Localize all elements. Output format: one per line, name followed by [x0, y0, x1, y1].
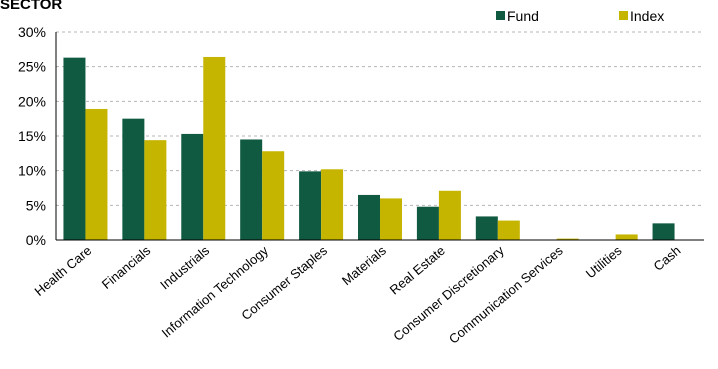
y-tick-label: 10% [18, 163, 46, 179]
category-label: Real Estate [387, 243, 448, 298]
bar-index-information-technology [262, 151, 285, 240]
y-tick-label: 15% [18, 128, 46, 144]
legend: Fund Index [496, 8, 664, 24]
category-label: Information Technology [159, 242, 272, 340]
bar-fund-real-estate [416, 206, 439, 240]
legend-label-fund: Fund [507, 8, 539, 24]
y-axis-ticks: 0% 5% 10% 15% 20% 25% 30% [18, 24, 46, 248]
bars-layer [63, 56, 675, 241]
category-label: Health Care [32, 243, 95, 299]
bar-fund-financials [122, 118, 145, 240]
bar-index-real-estate [438, 190, 461, 240]
category-label: Consumer Discretionary [390, 242, 507, 343]
legend-swatch-fund [496, 11, 505, 20]
bar-index-utilities [615, 234, 638, 240]
category-label: Financials [99, 242, 154, 291]
legend-label-index: Index [630, 8, 664, 24]
bar-index-communication-services [556, 238, 579, 240]
bar-index-consumer-discretionary [497, 220, 520, 240]
y-tick-label: 20% [18, 93, 46, 109]
bar-index-health-care [85, 108, 108, 241]
bar-index-consumer-staples [321, 169, 344, 240]
bar-fund-information-technology [240, 139, 263, 240]
y-tick-label: 5% [26, 197, 46, 213]
bar-fund-health-care [63, 57, 86, 240]
bar-index-financials [144, 140, 167, 240]
category-label: Industrials [157, 242, 212, 292]
bar-fund-materials [358, 194, 380, 240]
bar-fund-consumer-discretionary [475, 216, 498, 240]
bar-fund-consumer-staples [299, 171, 322, 240]
category-label: Materials [339, 242, 389, 288]
bar-fund-industrials [181, 133, 204, 240]
bar-index-materials [380, 198, 402, 240]
category-label: Utilities [583, 242, 625, 281]
y-tick-label: 30% [18, 24, 46, 40]
legend-swatch-index [619, 11, 628, 20]
category-labels: Health Care Financials IndustrialsInformat… [32, 242, 684, 346]
category-label: Communication Services [446, 242, 566, 346]
y-tick-label: 25% [18, 59, 46, 75]
category-label: Cash [651, 243, 684, 274]
bar-fund-cash [652, 223, 675, 240]
bar-index-industrials [203, 56, 226, 241]
y-tick-label: 0% [26, 232, 46, 248]
chart-title: SECTOR [0, 0, 62, 13]
